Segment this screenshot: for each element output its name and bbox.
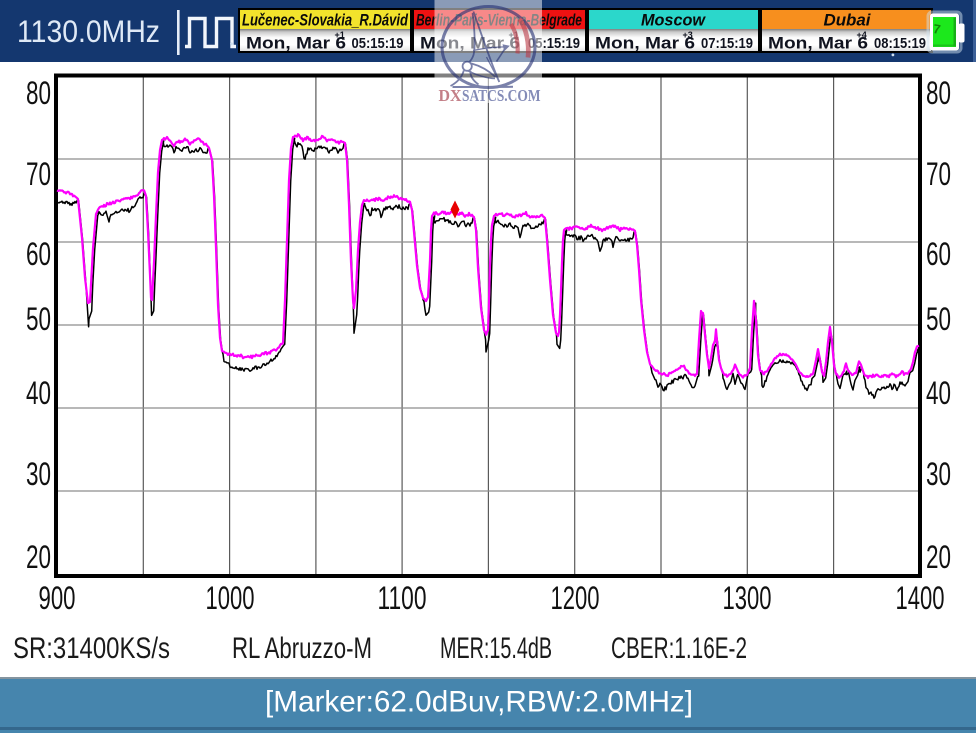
svg-text:RL Abruzzo-M: RL Abruzzo-M: [232, 632, 372, 665]
svg-text:CBER:1.16E-2: CBER:1.16E-2: [611, 632, 747, 665]
svg-text:1130.0MHz: 1130.0MHz: [17, 13, 160, 49]
svg-text:Mon, Mar 6: Mon, Mar 6: [768, 34, 868, 53]
svg-text:80: 80: [26, 75, 51, 111]
svg-text:20: 20: [26, 539, 51, 575]
svg-text:40: 40: [926, 375, 951, 411]
svg-text:Dubai: Dubai: [824, 12, 871, 30]
svg-text:1000: 1000: [206, 580, 255, 616]
svg-text:+1: +1: [335, 30, 345, 40]
svg-text:70: 70: [926, 156, 951, 192]
svg-text:+4: +4: [857, 30, 867, 40]
svg-text:1200: 1200: [551, 580, 600, 616]
svg-text:+3: +3: [683, 30, 693, 40]
svg-text:SR:31400KS/s: SR:31400KS/s: [13, 632, 170, 665]
svg-text:1100: 1100: [378, 580, 427, 616]
svg-text:20: 20: [926, 539, 951, 575]
svg-text:60: 60: [926, 236, 951, 272]
svg-text:1300: 1300: [723, 580, 772, 616]
svg-text:DX: DX: [439, 86, 462, 105]
svg-text:07:15:19: 07:15:19: [701, 36, 753, 52]
svg-text:50: 50: [26, 301, 51, 337]
svg-text:60: 60: [26, 236, 51, 272]
svg-text:50: 50: [926, 301, 951, 337]
svg-text:Mon, Mar 6: Mon, Mar 6: [595, 34, 695, 53]
svg-text:MER:15.4dB: MER:15.4dB: [440, 632, 552, 665]
svg-text:Moscow: Moscow: [641, 12, 706, 30]
svg-text:7: 7: [932, 21, 941, 37]
svg-text:40: 40: [26, 375, 51, 411]
svg-text:900: 900: [39, 580, 76, 616]
svg-text:70: 70: [26, 156, 51, 192]
svg-text:SATCS.COM: SATCS.COM: [462, 86, 541, 105]
svg-text:30: 30: [26, 456, 51, 492]
svg-text:Lučenec-Slovakia_R.Dávid: Lučenec-Slovakia_R.Dávid: [242, 12, 409, 30]
svg-text:30: 30: [926, 456, 951, 492]
svg-text:08:15:19: 08:15:19: [874, 36, 926, 52]
svg-text:Mon, Mar 6: Mon, Mar 6: [246, 34, 346, 53]
svg-text:1400: 1400: [896, 580, 945, 616]
svg-text:80: 80: [926, 75, 951, 111]
svg-text:[Marker:62.0dBuv,RBW:2.0MHz]: [Marker:62.0dBuv,RBW:2.0MHz]: [265, 686, 693, 719]
svg-text:05:15:19: 05:15:19: [352, 36, 404, 52]
